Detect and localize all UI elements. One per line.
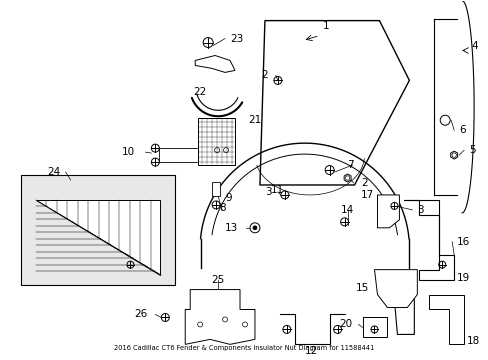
- Circle shape: [249, 223, 260, 233]
- Text: 22: 22: [193, 87, 206, 97]
- Text: 11: 11: [271, 185, 284, 195]
- Bar: [21, 175, 175, 285]
- Text: 10: 10: [122, 147, 135, 157]
- Polygon shape: [36, 200, 160, 275]
- Polygon shape: [185, 289, 254, 345]
- Text: 16: 16: [456, 237, 469, 247]
- Polygon shape: [450, 151, 457, 159]
- Text: 3: 3: [264, 187, 271, 197]
- Circle shape: [252, 226, 256, 230]
- Text: 15: 15: [356, 283, 369, 293]
- Text: 25: 25: [211, 275, 224, 285]
- Text: 14: 14: [340, 205, 353, 215]
- Text: 2: 2: [361, 178, 367, 188]
- Text: 20: 20: [339, 319, 352, 329]
- Text: 23: 23: [229, 33, 243, 44]
- Text: 12: 12: [305, 346, 318, 356]
- Text: 4: 4: [470, 41, 477, 50]
- Polygon shape: [428, 294, 463, 345]
- Polygon shape: [212, 182, 220, 196]
- Polygon shape: [198, 118, 235, 165]
- Text: 19: 19: [456, 273, 469, 283]
- Text: 9: 9: [224, 193, 231, 203]
- Text: 7: 7: [347, 160, 353, 170]
- Text: 1: 1: [322, 21, 328, 31]
- Polygon shape: [344, 174, 350, 182]
- Text: 3: 3: [416, 205, 423, 215]
- Text: 2: 2: [261, 71, 267, 80]
- Text: 13: 13: [224, 223, 238, 233]
- Text: 5: 5: [468, 145, 475, 155]
- Text: 2016 Cadillac CT6 Fender & Components Insulator Nut Diagram for 11588441: 2016 Cadillac CT6 Fender & Components In…: [114, 345, 374, 351]
- Text: 8: 8: [218, 203, 225, 213]
- Polygon shape: [362, 318, 386, 337]
- Polygon shape: [404, 200, 453, 280]
- Text: 18: 18: [466, 336, 479, 346]
- Text: 21: 21: [247, 115, 261, 125]
- Text: 17: 17: [361, 190, 374, 200]
- Text: 6: 6: [458, 125, 465, 135]
- Polygon shape: [374, 270, 416, 307]
- Text: 26: 26: [134, 310, 147, 319]
- Text: 24: 24: [47, 167, 61, 177]
- Polygon shape: [377, 195, 399, 228]
- Polygon shape: [260, 21, 408, 185]
- Polygon shape: [195, 55, 235, 72]
